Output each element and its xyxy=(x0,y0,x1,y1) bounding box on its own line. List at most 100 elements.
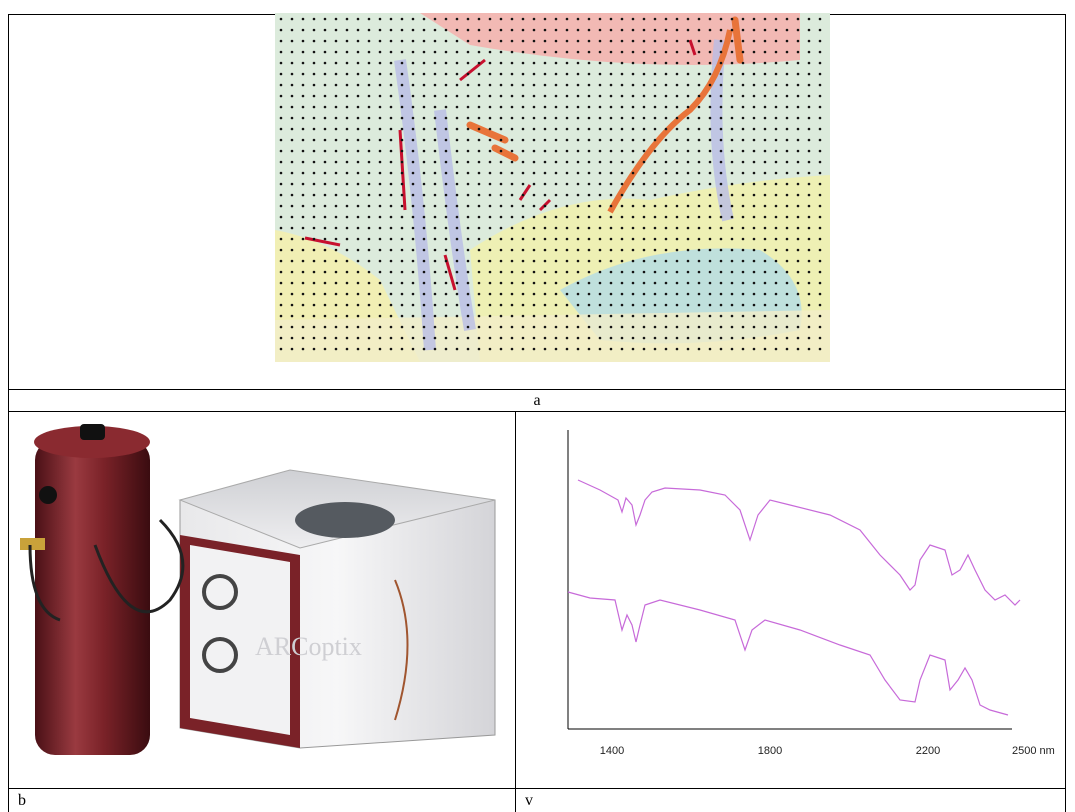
map-point xyxy=(697,325,701,329)
map-point xyxy=(510,248,514,252)
map-point xyxy=(345,182,349,186)
map-point xyxy=(411,61,415,65)
map-point xyxy=(466,72,470,76)
map-point xyxy=(433,72,437,76)
map-point xyxy=(433,160,437,164)
map-point xyxy=(631,325,635,329)
map-point xyxy=(466,281,470,285)
map-point xyxy=(433,182,437,186)
map-point xyxy=(345,28,349,32)
map-point xyxy=(653,336,657,340)
map-point xyxy=(631,83,635,87)
map-point xyxy=(719,83,723,87)
map-point xyxy=(279,281,283,285)
map-point xyxy=(532,171,536,175)
map-point xyxy=(675,138,679,142)
map-point xyxy=(642,193,646,197)
map-point xyxy=(279,138,283,142)
map-point xyxy=(455,281,459,285)
map-point xyxy=(543,127,547,131)
map-point xyxy=(411,215,415,219)
map-point xyxy=(488,149,492,153)
map-point xyxy=(433,171,437,175)
map-point xyxy=(741,28,745,32)
map-point xyxy=(730,105,734,109)
map-point xyxy=(488,72,492,76)
map-point xyxy=(466,171,470,175)
map-point xyxy=(367,171,371,175)
map-point xyxy=(477,61,481,65)
map-point xyxy=(345,83,349,87)
map-point xyxy=(279,193,283,197)
map-point xyxy=(642,237,646,241)
map-point xyxy=(818,325,822,329)
map-point xyxy=(499,347,503,351)
map-point xyxy=(576,259,580,263)
map-point xyxy=(609,138,613,142)
map-point xyxy=(477,17,481,21)
map-point xyxy=(411,116,415,120)
map-point xyxy=(642,61,646,65)
map-point xyxy=(642,105,646,109)
map-point xyxy=(609,160,613,164)
map-point xyxy=(785,237,789,241)
map-point xyxy=(675,347,679,351)
map-point xyxy=(697,50,701,54)
map-point xyxy=(576,28,580,32)
map-point xyxy=(455,237,459,241)
map-point xyxy=(290,50,294,54)
map-point xyxy=(521,116,525,120)
map-point xyxy=(543,237,547,241)
map-point xyxy=(763,149,767,153)
map-point xyxy=(664,292,668,296)
map-point xyxy=(279,50,283,54)
map-point xyxy=(433,61,437,65)
map-point xyxy=(664,83,668,87)
map-point xyxy=(433,226,437,230)
map-point xyxy=(796,347,800,351)
map-point xyxy=(752,28,756,32)
map-point xyxy=(345,215,349,219)
map-point xyxy=(796,94,800,98)
map-point xyxy=(763,94,767,98)
map-point xyxy=(642,171,646,175)
map-point xyxy=(477,325,481,329)
map-point xyxy=(532,105,536,109)
map-point xyxy=(323,171,327,175)
map-point xyxy=(543,105,547,109)
map-point xyxy=(477,28,481,32)
map-point xyxy=(763,171,767,175)
map-point xyxy=(499,303,503,307)
map-point xyxy=(433,270,437,274)
map-point xyxy=(708,303,712,307)
map-point xyxy=(400,28,404,32)
map-point xyxy=(741,61,745,65)
map-point xyxy=(785,292,789,296)
map-point xyxy=(719,292,723,296)
map-point xyxy=(389,149,393,153)
map-point xyxy=(598,292,602,296)
map-point xyxy=(301,94,305,98)
map-point xyxy=(664,215,668,219)
map-point xyxy=(521,160,525,164)
map-point xyxy=(653,193,657,197)
map-point xyxy=(763,204,767,208)
map-point xyxy=(433,248,437,252)
map-point xyxy=(389,314,393,318)
map-point xyxy=(785,72,789,76)
map-point xyxy=(598,50,602,54)
map-point xyxy=(697,83,701,87)
map-point xyxy=(323,160,327,164)
map-point xyxy=(774,204,778,208)
map-point xyxy=(323,237,327,241)
map-point xyxy=(719,314,723,318)
map-point xyxy=(653,17,657,21)
map-point xyxy=(818,50,822,54)
map-point xyxy=(290,94,294,98)
map-point xyxy=(664,204,668,208)
map-point xyxy=(334,237,338,241)
map-point xyxy=(565,193,569,197)
map-point xyxy=(730,17,734,21)
map-point xyxy=(444,28,448,32)
map-point xyxy=(598,138,602,142)
